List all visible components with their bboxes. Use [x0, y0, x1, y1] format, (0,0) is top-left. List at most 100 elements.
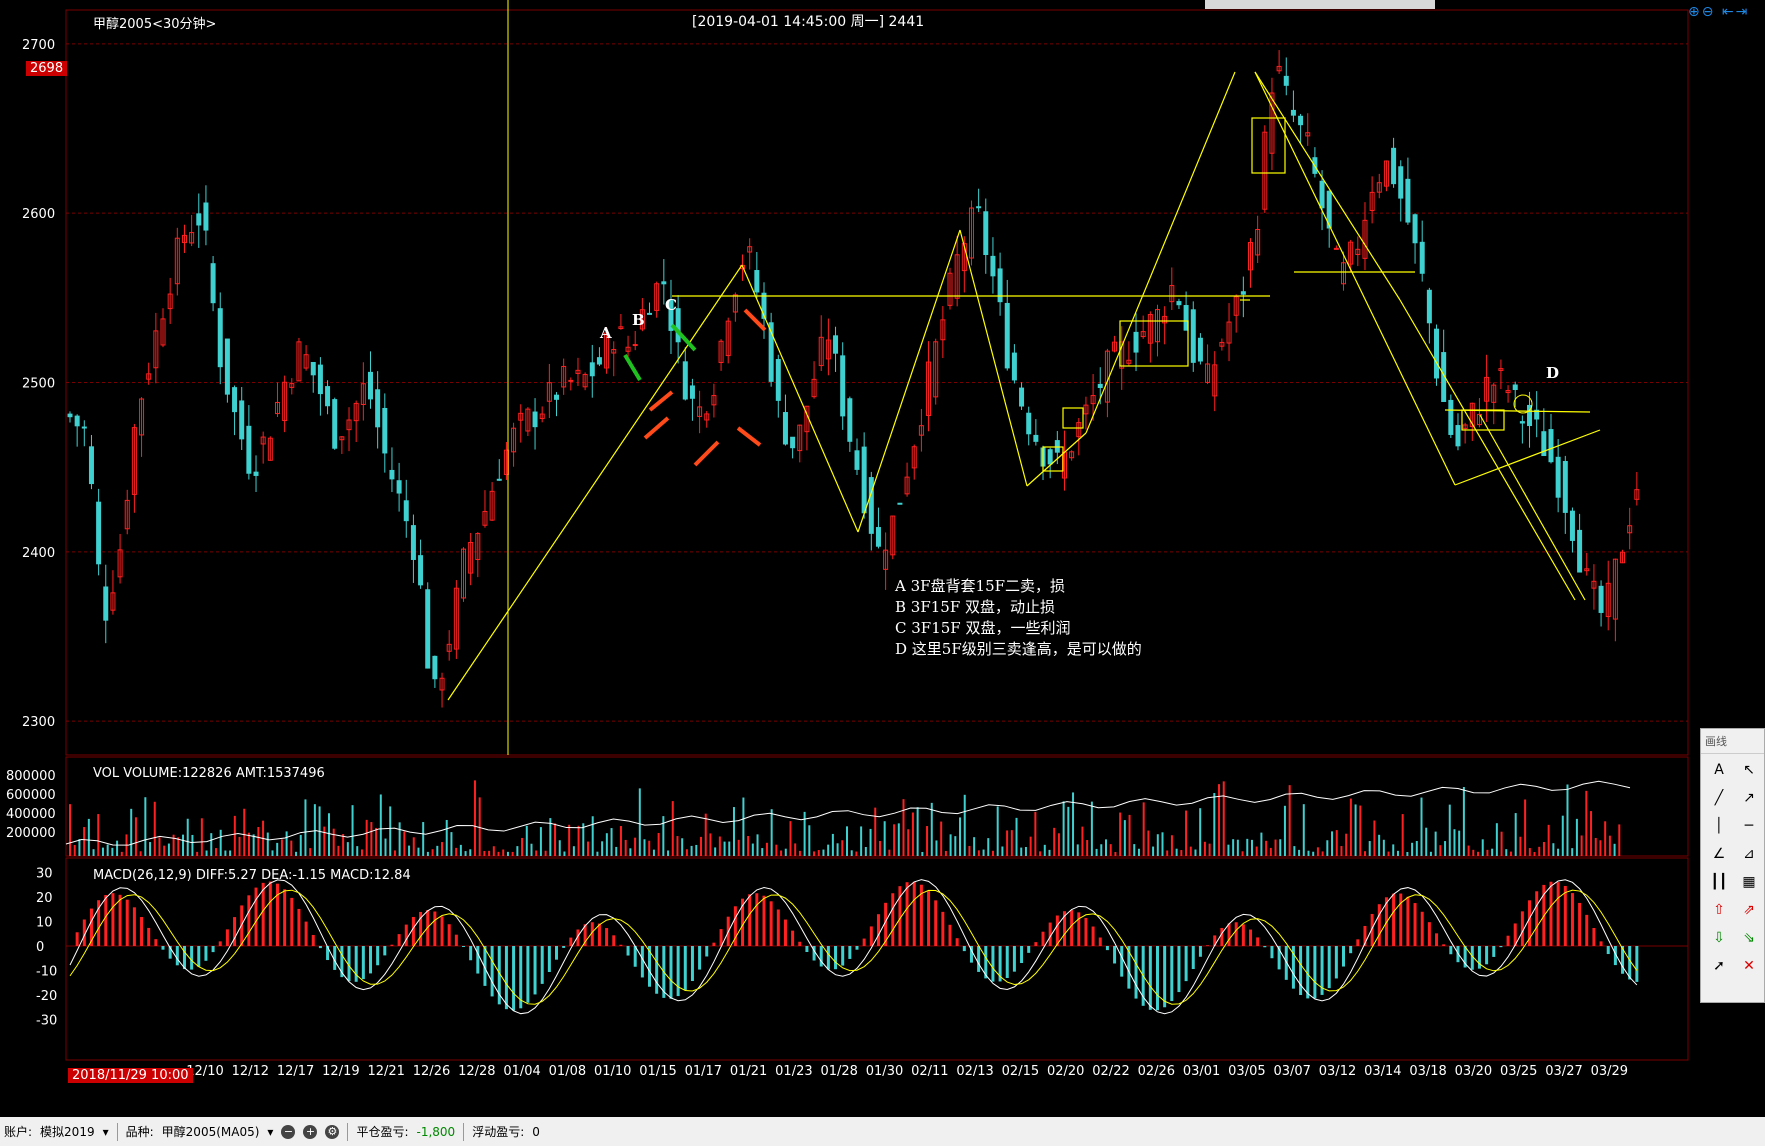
date-tick-label: 03/29	[1591, 1064, 1628, 1079]
candle-body	[732, 294, 738, 313]
marker-label-d: D	[1546, 364, 1559, 382]
trend-line	[1026, 432, 1087, 487]
candle-body	[1083, 404, 1089, 415]
pointer-tool-icon[interactable]: ➚	[1713, 958, 1725, 974]
candle-body	[997, 268, 1003, 303]
signal-arrow	[648, 390, 674, 412]
date-tick-label: 02/15	[1002, 1064, 1039, 1079]
date-tick-label: 02/20	[1047, 1064, 1084, 1079]
marker-label-a: A	[599, 324, 612, 342]
trend-line	[1254, 71, 1456, 486]
tool-panel-title: 画线	[1701, 729, 1764, 754]
candle-body	[353, 402, 359, 422]
symbol-label: 品种:	[125, 1125, 154, 1139]
date-tick-label: 01/10	[594, 1064, 631, 1079]
price-tick-label: 2400	[22, 546, 55, 561]
candle-body	[682, 361, 688, 400]
signal-arrow	[643, 416, 670, 440]
account-select[interactable]: 模拟2019	[40, 1125, 95, 1139]
marker-label-c: C	[665, 296, 677, 314]
candle-body	[833, 335, 839, 354]
consolidation-box	[1042, 446, 1064, 472]
date-tick-label: 02/11	[911, 1064, 948, 1079]
date-tick-label: 03/14	[1364, 1064, 1401, 1079]
candle-body	[661, 281, 667, 285]
candle-body	[296, 341, 302, 382]
trend-line	[447, 264, 743, 701]
ray-tool-icon[interactable]: ↗	[1743, 790, 1755, 806]
candle-body	[403, 500, 409, 522]
drawing-tool-panel[interactable]: 画线 A ↖ ╱ ↗ │ ─ ∠ ⊿ ┃┃ ▦ ⇧ ⇗ ⇩ ⇘ ➚ ✕	[1700, 728, 1765, 1003]
date-tick-label: 12/19	[322, 1064, 359, 1079]
candle-body	[1577, 529, 1583, 573]
candle-body	[1512, 384, 1518, 390]
plus-button[interactable]: +	[303, 1124, 318, 1139]
diff-line	[69, 879, 1638, 1015]
candle-body	[1212, 364, 1218, 397]
candle-body	[1434, 328, 1440, 379]
up-arrow-icon[interactable]: ⇧	[1713, 902, 1725, 918]
candle-body	[1369, 191, 1375, 211]
symbol-dropdown-icon[interactable]: ▾	[267, 1124, 274, 1139]
date-tick-label: 03/18	[1409, 1064, 1446, 1079]
candle-body	[1591, 580, 1597, 589]
account-dropdown-icon[interactable]: ▾	[102, 1124, 109, 1139]
note-d: D 这里5F级别三卖逢高，是可以做的	[895, 640, 1142, 658]
candle-body	[818, 336, 824, 367]
candle-body	[489, 490, 495, 521]
zoom-icons[interactable]: ⊕⊖ ⇤⇥	[1688, 4, 1750, 20]
candle-body	[775, 359, 781, 401]
angle-tool-icon[interactable]: ∠	[1712, 846, 1726, 862]
up-right-arrow-icon[interactable]: ⇗	[1743, 902, 1755, 918]
candle-body	[697, 406, 703, 417]
candle-body	[1033, 434, 1039, 442]
down-arrow-icon[interactable]: ⇩	[1713, 930, 1725, 946]
down-right-arrow-icon[interactable]: ⇘	[1743, 930, 1755, 946]
candle-body	[1176, 301, 1182, 306]
chart-canvas[interactable]: 2700 2600 2500 2400 2300 A B C D 800000 600000 4000…	[0, 0, 1765, 1117]
consolidation-box	[1251, 117, 1286, 174]
macd-tick-label: -30	[36, 1014, 57, 1029]
candle-body	[217, 308, 223, 368]
date-tick-label: 01/17	[685, 1064, 722, 1079]
date-tick-label: 01/30	[866, 1064, 903, 1079]
signal-arrow	[670, 323, 697, 352]
date-tick-label: 02/26	[1138, 1064, 1175, 1079]
strategy-notes: A 3F盘背套15F二卖，损 B 3F15F 双盘，动止损 C 3F15F 双盘…	[895, 576, 1142, 660]
window-control-strip[interactable]	[1205, 0, 1435, 9]
candle-body	[375, 389, 381, 428]
candle-body	[725, 320, 731, 357]
price-tick-label: 2300	[22, 715, 55, 730]
candle-body	[153, 330, 159, 369]
candle-body	[439, 677, 445, 691]
hline-tool-icon[interactable]: ─	[1744, 818, 1754, 834]
minus-button[interactable]: −	[281, 1124, 296, 1139]
candle-body	[1555, 456, 1561, 498]
settings-button[interactable]: ⚙	[325, 1124, 340, 1139]
candle-body	[1634, 489, 1640, 500]
candle-body	[1391, 147, 1397, 185]
date-tick-label: 02/13	[956, 1064, 993, 1079]
consolidation-box	[1119, 320, 1189, 367]
candle-body	[689, 385, 695, 399]
candle-body	[926, 361, 932, 416]
candle-body	[274, 401, 280, 415]
candle-body	[768, 322, 774, 382]
float-pnl-value: 0	[532, 1124, 540, 1139]
open-interest-line	[65, 780, 1631, 846]
candle-body	[88, 446, 94, 485]
delete-tool-icon[interactable]: ✕	[1743, 958, 1755, 974]
text-tool-icon[interactable]: A	[1714, 762, 1724, 778]
arrow-tool-icon[interactable]: ↖	[1743, 762, 1755, 778]
fib-tool-icon[interactable]: ┃┃	[1710, 874, 1728, 890]
candle-body	[1069, 451, 1075, 459]
line-tool-icon[interactable]: ╱	[1714, 790, 1724, 806]
candle-body	[360, 383, 366, 406]
candle-body	[446, 643, 452, 652]
symbol-select[interactable]: 甲醇2005(MA05)	[161, 1125, 260, 1139]
vline-tool-icon[interactable]: │	[1714, 818, 1724, 834]
candle-body	[339, 436, 345, 441]
grid-tool-icon[interactable]: ▦	[1742, 874, 1756, 890]
channel-tool-icon[interactable]: ⊿	[1743, 846, 1755, 862]
candle-body	[1398, 166, 1404, 199]
